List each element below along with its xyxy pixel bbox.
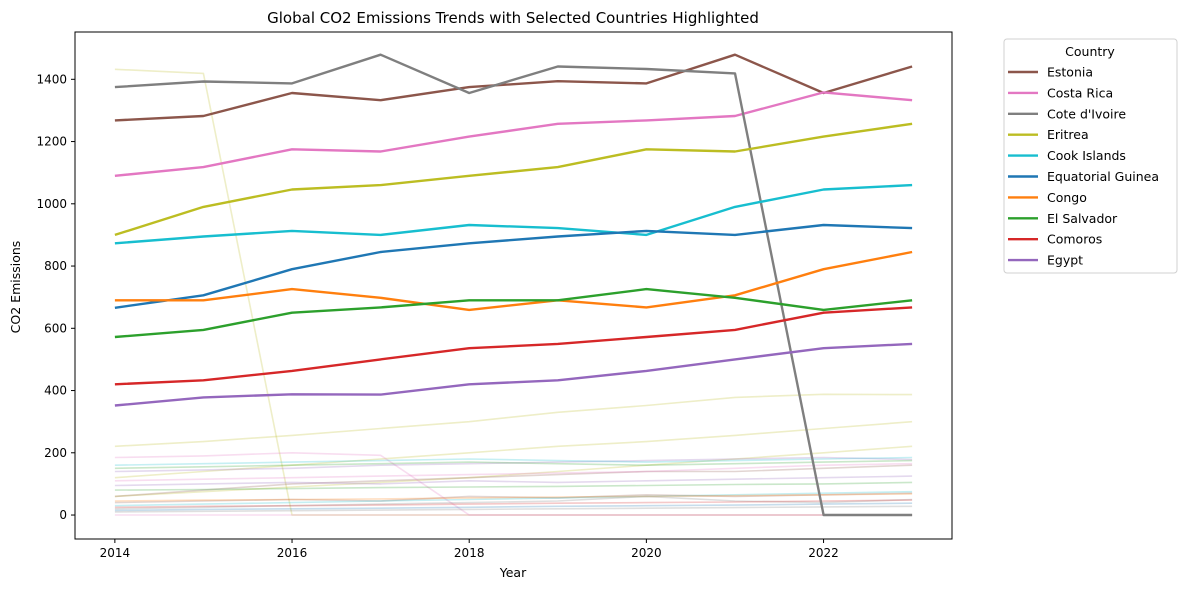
legend-entry-label: El Salvador [1047,211,1118,226]
series-line-congo [114,250,913,312]
series-line-eritrea [114,122,913,237]
chart-title: Global CO2 Emissions Trends with Selecte… [267,9,759,27]
series-line-egypt [114,342,913,407]
y-tick-label: 1200 [36,135,67,149]
series-line-background-27 [114,493,913,502]
series-line-background-11 [114,393,913,448]
y-axis: 0 200 400 600 800 1000 1200 1400 [36,72,75,522]
series-line-background-22 [114,490,913,507]
series-line-costa-rica [114,91,913,177]
series-line-equatorial-guinea [114,223,913,309]
series-line-background-26 [114,505,913,513]
legend-entry-label: Estonia [1047,65,1093,80]
series-line-comoros [114,306,913,386]
series-line-background-15 [114,492,913,504]
series-line-background-21 [114,456,913,466]
x-tick-label: 2022 [808,546,839,560]
legend-title: Country [1065,44,1115,59]
y-tick-label: 1000 [36,197,67,211]
series-line-cote-d-ivoire [114,53,913,517]
series-line-el-salvador [114,287,913,339]
series-line-background-23 [114,459,913,470]
x-tick-label: 2014 [100,546,131,560]
legend-entry-label: Eritrea [1047,127,1089,142]
y-tick-label: 200 [44,446,67,460]
series-line-estonia [114,53,913,122]
series-line-background-16 [114,451,913,516]
y-tick-label: 0 [59,508,67,522]
plot-frame [74,31,953,540]
x-axis-label: Year [499,565,527,580]
series-line-background-24 [114,481,913,491]
legend-entry-label: Costa Rica [1047,85,1113,100]
legend-box [1003,38,1178,274]
y-tick-label: 600 [44,321,67,335]
series-line-background-13 [114,445,913,498]
series-line-background-17 [114,462,913,482]
y-tick-label: 800 [44,259,67,273]
legend-entry-label: Egypt [1047,253,1083,268]
x-tick-label: 2016 [277,546,308,560]
series-line-background-14 [114,464,913,498]
y-tick-label: 400 [44,384,67,398]
x-tick-label: 2018 [454,546,485,560]
series-line-cook-islands [114,183,913,245]
series-line-background-10 [114,68,913,516]
x-tick-label: 2020 [631,546,662,560]
y-axis-label: CO2 Emissions [8,241,23,334]
legend-entry-label: Comoros [1047,232,1102,247]
y-tick-label: 1400 [36,72,67,86]
series-line-background-29 [114,502,913,512]
x-axis: 2014 2016 2018 2020 2022 [100,539,839,560]
series-line-background-12 [114,420,913,479]
legend-entry-label: Congo [1047,190,1087,205]
legend-entry-label: Equatorial Guinea [1047,169,1159,184]
series-line-background-19 [114,456,913,473]
series-line-background-25 [114,495,913,510]
legend: Country Estonia Costa Rica Cote d'Ivoire Er… [1003,38,1178,274]
series-line-background-28 [114,499,913,509]
legend-entry-label: Cote d'Ivoire [1047,106,1126,121]
plot-area [114,53,913,517]
legend-items: Estonia Costa Rica Cote d'Ivoire Eritrea Coo… [1008,65,1159,268]
legend-entry-label: Cook Islands [1047,148,1126,163]
series-line-background-20 [114,475,913,487]
